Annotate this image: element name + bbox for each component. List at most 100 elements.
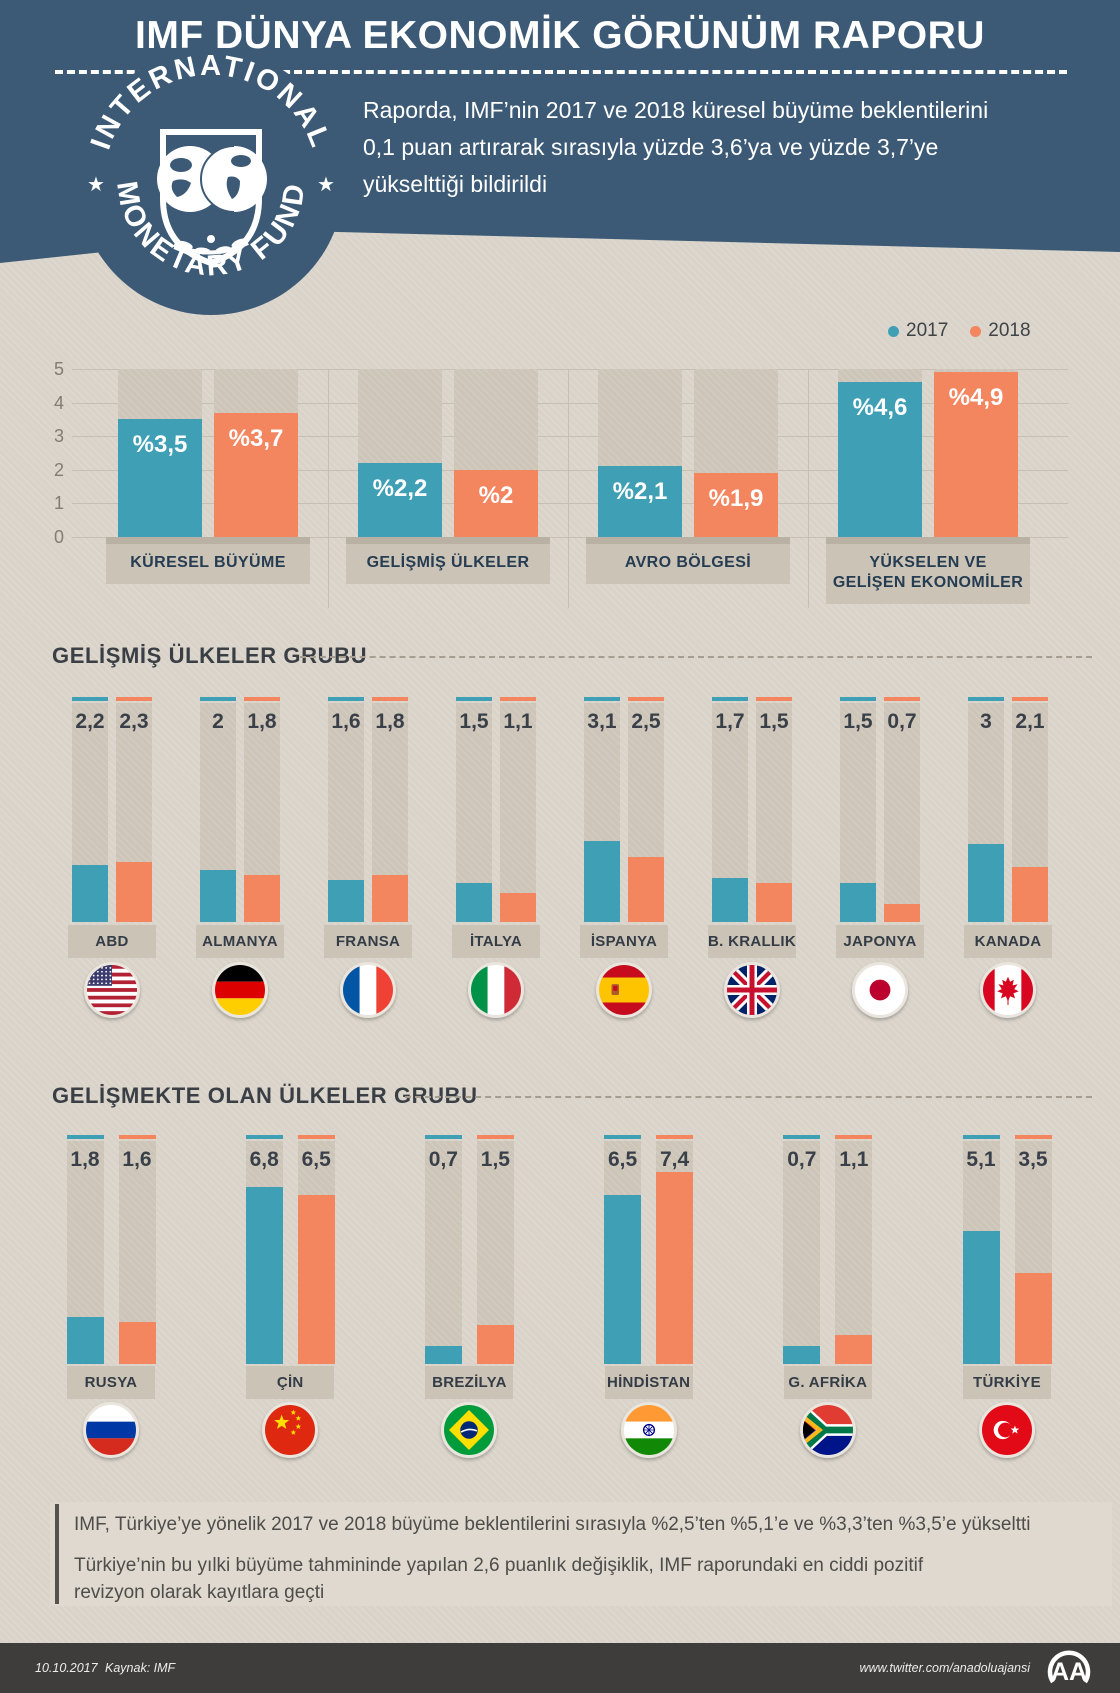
notes-left-bar [55,1504,59,1604]
country-label: BREZİLYA [432,1374,507,1391]
country-platform: İSPANYA [580,925,668,958]
bar-2018 [1014,1273,1052,1364]
intro-line: 0,1 puan artırarak sırasıyla yüzde 3,6’y… [363,134,939,160]
tick-2017 [456,697,492,701]
country-label: TÜRKİYE [973,1374,1041,1391]
mini-value-label: 1,1 [839,1148,869,1171]
bar-value-label: %4,9 [948,384,1004,412]
mini-value-label: 1,5 [759,710,789,733]
country-label: FRANSA [335,933,401,950]
footer-date: 10.10.2017 [35,1661,98,1675]
note-line-1: IMF, Türkiye’ye yönelik 2017 ve 2018 büy… [74,1514,1031,1535]
tick-2017 [604,1135,642,1139]
group-separator [808,369,809,608]
flag-india-svg [623,1405,674,1455]
legend-label: 2018 [988,320,1031,341]
tick-2017 [200,697,236,701]
category-platform: AVRO BÖLGESİ [586,537,790,584]
group-separator [568,369,569,608]
tick-2017 [783,1135,821,1139]
country-platform: ALMANYA [196,925,284,958]
tick-2018 [884,697,920,701]
flag-japan-icon [852,962,908,1018]
tick-2018 [118,1135,156,1139]
bar-track [500,703,536,922]
tick-2017 [424,1135,462,1139]
bar-track [835,1141,873,1364]
country-platform: JAPONYA [836,925,924,958]
mini-value-label: 1,5 [843,710,873,733]
category-platform: KÜRESEL BÜYÜME [106,537,310,584]
flag-uk-icon [724,962,780,1018]
flag-southafrica-icon [799,1402,856,1458]
y-axis-label: 4 [53,392,64,413]
tick-2018 [297,1135,335,1139]
category-label: KÜRESEL BÜYÜME [130,554,286,571]
gridline [72,402,1068,404]
page-title: IMF DÜNYA EKONOMİK GÖRÜNÜM RAPORU [135,14,985,57]
gridline [72,537,1068,538]
mini-value-label: 2,2 [75,710,105,733]
flag-italy-icon [468,962,524,1018]
bar-value-label: %2 [478,481,514,509]
svg-text:★: ★ [87,174,105,196]
tick-2017 [245,1135,283,1139]
flag-india-icon [620,1402,677,1458]
flag-spain-icon [596,962,652,1018]
category-platform: GELİŞMİŞ ÜLKELER [346,537,550,584]
flag-china-svg [265,1405,316,1455]
intro-line: yükselttiği bildirildi [363,171,548,197]
bar-2018 [454,469,538,537]
mini-value-label: 1,6 [122,1148,152,1171]
bar-2018 [297,1195,335,1364]
tick-2018 [1012,697,1048,701]
mini-value-label: 5,1 [966,1148,996,1171]
bar-2017 [200,870,236,922]
bar-2017 [118,419,202,537]
bar-2017 [358,463,442,537]
y-axis-label: 2 [53,459,64,480]
country-label: HİNDİSTAN [606,1374,691,1391]
bar-2017 [962,1231,1000,1364]
anadolu-agency-logo-icon: AA [1047,1650,1091,1686]
notes-panel [50,1502,1112,1606]
bar-2017 [604,1195,642,1364]
country-label: İTALYA [469,933,523,950]
country-label: KANADA [974,933,1042,950]
flag-france-svg [343,965,393,1015]
bar-2017 [840,883,876,922]
mini-value-label: 2,3 [119,710,149,733]
svg-text:AA: AA [1051,1658,1087,1686]
legend-item-2017: 2017 [888,320,948,342]
section-title-developed: GELİŞMİŞ ÜLKELER GRUBU [52,643,368,668]
bar-2017 [456,883,492,922]
title-dashed-divider [55,70,1067,74]
tick-2018 [372,697,408,701]
bar-2018 [372,875,408,922]
flag-germany-icon [212,962,268,1018]
bar-value-label: %1,9 [708,485,764,513]
mini-value-label: 1,8 [375,710,405,733]
bar-2018 [214,412,298,537]
flag-turkey-svg [982,1405,1032,1455]
flag-usa-icon [84,962,140,1018]
bar-2017 [72,864,108,922]
country-platform: FRANSA [324,925,412,958]
y-axis-label: 0 [53,527,64,547]
country-platform: İTALYA [452,925,540,958]
mini-value-label: 1,8 [70,1148,100,1171]
group-separator [328,369,329,608]
bar-2018 [934,372,1018,537]
tick-2018 [500,697,536,701]
flag-canada-icon [980,962,1036,1018]
country-label: RUSYA [84,1374,138,1391]
intro-text: Raporda, IMF’nin 2017 ve 2018 küresel bü… [363,92,1083,203]
bar-2017 [968,844,1004,922]
bar-2018 [756,883,792,922]
mini-value-label: 2 [212,710,224,733]
footer-bar: 10.10.2017 Kaynak: IMF www.twitter.com/a… [0,1643,1120,1693]
mini-value-label: 0,7 [428,1148,458,1171]
country-platform: G. AFRİKA [783,1366,872,1399]
flag-brazil-svg [444,1405,495,1455]
